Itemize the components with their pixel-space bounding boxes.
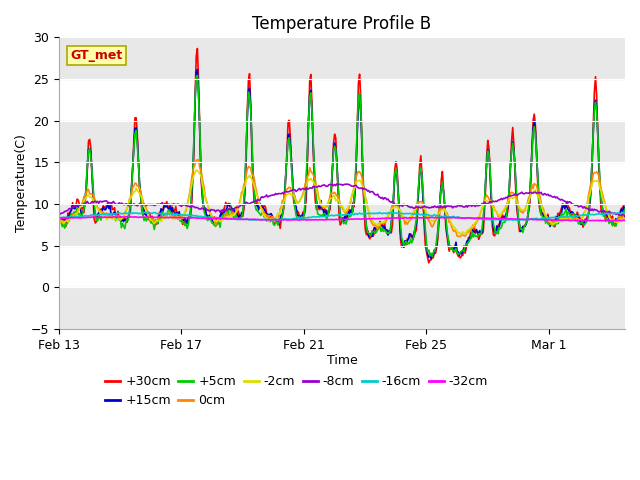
-32cm [610,217,618,223]
+15cm [362,224,370,230]
+30cm [55,219,63,225]
+5cm [610,220,618,226]
-2cm [325,199,333,205]
-16cm [522,217,529,223]
Line: +15cm: +15cm [59,70,625,259]
+5cm [621,206,629,212]
+30cm [621,202,629,208]
+30cm [425,260,433,266]
+15cm [621,206,629,212]
0cm [195,157,202,163]
+5cm [193,72,201,78]
-8cm [393,202,401,208]
-16cm [55,216,63,221]
+30cm [193,46,201,51]
+15cm [610,219,618,225]
Y-axis label: Temperature(C): Temperature(C) [15,134,28,232]
-32cm [362,216,370,222]
-8cm [362,187,370,192]
-2cm [55,221,63,227]
+30cm [522,222,529,228]
0cm [610,217,618,223]
-32cm [325,216,333,222]
0cm [621,213,629,218]
+5cm [522,222,529,228]
-16cm [621,210,629,216]
-32cm [393,215,401,221]
-2cm [193,167,200,173]
+15cm [522,224,529,229]
-8cm [621,214,629,220]
+5cm [328,168,336,173]
-2cm [457,232,465,238]
Line: +30cm: +30cm [59,48,625,263]
-16cm [328,212,336,218]
+15cm [55,215,63,220]
-2cm [610,216,618,221]
+5cm [325,208,333,214]
0cm [457,234,465,240]
+5cm [362,224,370,229]
Bar [59,204,625,246]
Line: -2cm: -2cm [59,170,625,235]
-2cm [328,195,336,201]
-32cm [328,216,336,222]
Line: -16cm: -16cm [59,212,625,220]
X-axis label: Time: Time [326,354,357,368]
-8cm [609,210,616,216]
-2cm [621,213,629,219]
-16cm [140,209,148,215]
+30cm [610,221,618,227]
Bar [59,37,625,79]
+15cm [428,256,435,262]
0cm [393,201,401,207]
Legend: +30cm, +15cm, +5cm, 0cm, -2cm, -8cm, -16cm, -32cm: +30cm, +15cm, +5cm, 0cm, -2cm, -8cm, -16… [100,370,493,412]
+30cm [393,166,401,171]
-8cm [333,181,340,187]
Line: +5cm: +5cm [59,75,625,256]
+15cm [325,209,333,215]
-2cm [362,200,370,206]
-32cm [122,214,130,220]
Title: Temperature Profile B: Temperature Profile B [252,15,431,33]
+15cm [193,67,201,72]
+30cm [328,168,336,174]
-32cm [609,218,616,224]
-16cm [610,211,618,216]
+30cm [325,209,333,215]
0cm [325,197,333,203]
Bar [59,120,625,162]
0cm [522,207,529,213]
Line: -32cm: -32cm [59,217,625,221]
-16cm [393,210,401,216]
Bar [59,288,625,329]
+5cm [55,221,63,227]
-16cm [513,217,521,223]
+15cm [393,174,401,180]
Line: -8cm: -8cm [59,184,625,217]
-8cm [328,182,335,188]
-2cm [393,204,401,210]
Text: GT_met: GT_met [70,49,123,62]
-8cm [55,213,63,219]
0cm [328,191,336,196]
-32cm [621,217,629,223]
-32cm [520,216,528,222]
-8cm [520,191,528,197]
-32cm [55,215,63,221]
+15cm [328,167,336,172]
0cm [55,216,63,221]
-16cm [362,210,370,216]
+5cm [393,171,401,177]
Line: 0cm: 0cm [59,160,625,237]
+5cm [428,253,436,259]
+30cm [362,232,370,238]
-8cm [324,183,332,189]
-2cm [522,205,529,211]
0cm [362,197,370,203]
-16cm [325,213,333,218]
